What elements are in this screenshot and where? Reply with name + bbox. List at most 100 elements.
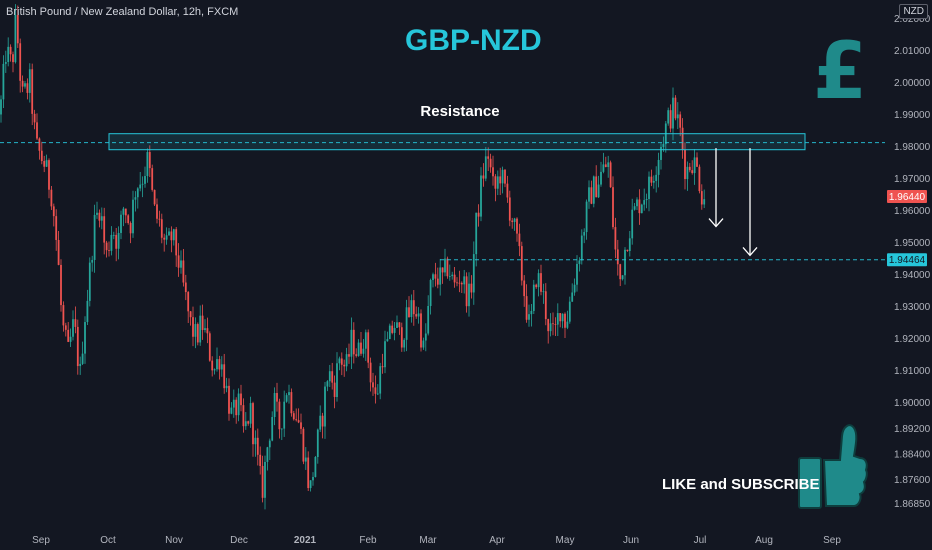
candle-body xyxy=(386,339,389,342)
candle-body xyxy=(537,273,540,288)
candle-body xyxy=(403,339,406,348)
candle-body xyxy=(175,229,178,256)
candle-body xyxy=(429,280,432,307)
candle-body xyxy=(177,255,180,268)
candle-body xyxy=(184,282,187,293)
candle-body xyxy=(69,336,72,342)
candle-body xyxy=(100,216,103,221)
candle-body xyxy=(297,420,300,423)
candle-body xyxy=(288,392,290,396)
candle-body xyxy=(26,83,29,93)
candle-body xyxy=(446,258,449,277)
candle-body xyxy=(86,300,89,323)
currency-badge[interactable]: NZD xyxy=(899,4,928,19)
pound-sign-icon: £ xyxy=(813,27,867,117)
candle-body xyxy=(290,392,293,414)
y-tick-label: 1.96000 xyxy=(894,206,931,217)
candle-body xyxy=(561,313,564,322)
candle-body xyxy=(84,322,86,354)
candle-body xyxy=(468,283,470,307)
resistance-zone[interactable] xyxy=(108,133,806,151)
candle-body xyxy=(624,249,626,276)
candle-body xyxy=(595,176,598,198)
candle-body xyxy=(112,234,115,236)
candle-body xyxy=(336,363,338,397)
candle-body xyxy=(648,176,650,200)
candle-body xyxy=(285,395,288,402)
candle-body xyxy=(312,476,314,481)
candle-body xyxy=(153,189,156,205)
candle-body xyxy=(604,164,607,167)
candle-body xyxy=(187,292,190,312)
candle-body xyxy=(38,138,41,151)
candle-body xyxy=(621,275,624,280)
candle-body xyxy=(681,127,684,150)
resistance-label: Resistance xyxy=(420,103,499,120)
candle-body xyxy=(362,348,365,354)
candle-body xyxy=(252,403,254,445)
candle-body xyxy=(165,235,168,240)
x-tick-label: 2021 xyxy=(294,535,317,546)
candle-body xyxy=(602,164,605,172)
candle-body xyxy=(444,258,446,273)
candle-body xyxy=(566,321,569,328)
candle-body xyxy=(14,14,17,63)
candle-body xyxy=(141,183,144,185)
candle-body xyxy=(129,223,132,234)
candle-body xyxy=(583,232,586,236)
y-tick-label: 2.00000 xyxy=(894,78,931,89)
candle-body xyxy=(408,307,410,317)
y-tick-label: 1.94000 xyxy=(894,270,931,281)
candle-body xyxy=(674,97,677,119)
candle-body xyxy=(638,199,641,214)
candle-body xyxy=(115,234,118,249)
candle-body xyxy=(50,189,53,207)
projection-arrows xyxy=(708,148,758,257)
candle-body xyxy=(43,161,46,167)
candle-body xyxy=(518,233,521,247)
candle-body xyxy=(124,208,127,216)
candle-body xyxy=(573,284,576,293)
thumbs-up-icon xyxy=(798,424,868,509)
candle-body xyxy=(21,80,24,87)
candle-body xyxy=(679,114,682,128)
candle-body xyxy=(547,319,550,332)
candle-body xyxy=(79,363,82,367)
candle-body xyxy=(559,313,562,322)
candle-body xyxy=(489,158,492,168)
x-tick-label: Feb xyxy=(359,535,377,546)
candle-body xyxy=(696,157,698,167)
candle-body xyxy=(206,328,209,334)
candle-body xyxy=(619,264,622,280)
candle-body xyxy=(614,227,617,250)
candle-body xyxy=(684,149,686,180)
candle-body xyxy=(417,313,420,317)
candle-body xyxy=(228,385,230,414)
candle-body xyxy=(60,264,62,306)
candle-body xyxy=(271,417,274,441)
candle-body xyxy=(91,259,94,263)
candle-body xyxy=(93,214,96,260)
candle-body xyxy=(578,260,581,264)
candle-body xyxy=(242,405,245,427)
candle-body xyxy=(254,437,257,445)
candle-body xyxy=(98,212,101,221)
candle-body xyxy=(72,319,74,337)
candle-body xyxy=(283,401,286,429)
candle-body xyxy=(412,300,415,315)
y-tick-label: 1.92000 xyxy=(894,334,931,345)
candle-body xyxy=(530,310,533,315)
candle-body xyxy=(640,204,643,214)
candle-body xyxy=(391,325,394,333)
candle-body xyxy=(645,199,648,201)
candle-body xyxy=(40,150,43,162)
price-axis[interactable]: 2.02000 2.01000 2.00000 1.99000 1.98000 1.970… xyxy=(894,14,931,510)
candle-body xyxy=(535,284,538,288)
candle-body xyxy=(136,188,139,198)
candle-body xyxy=(451,274,454,277)
candle-body xyxy=(657,159,660,175)
candle-body xyxy=(607,162,610,167)
time-axis[interactable]: Sep Oct Nov Dec 2021 Feb Mar Apr May Jun Jul Aug Sep xyxy=(32,535,841,546)
x-tick-label: Dec xyxy=(230,535,248,546)
